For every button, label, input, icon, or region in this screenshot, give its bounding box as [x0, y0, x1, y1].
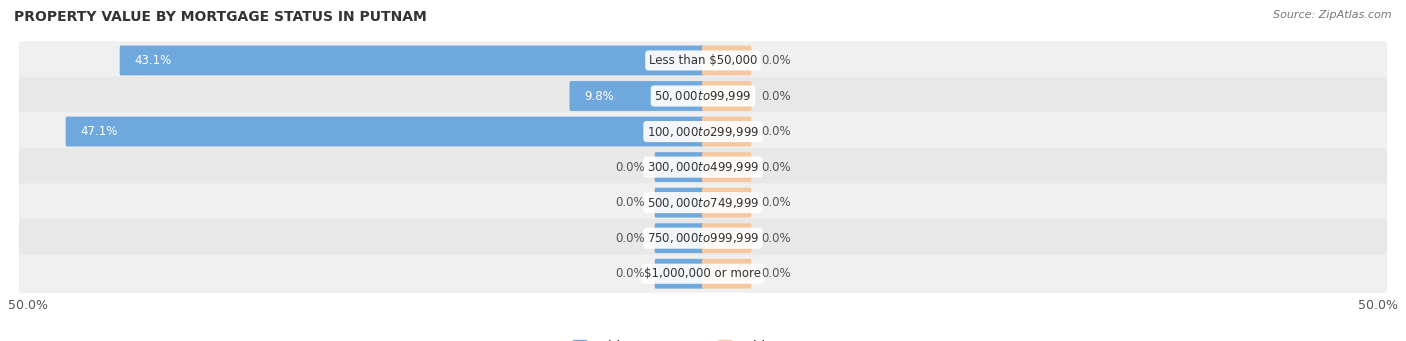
FancyBboxPatch shape — [18, 183, 1388, 222]
Text: 0.0%: 0.0% — [761, 267, 790, 280]
FancyBboxPatch shape — [66, 117, 704, 147]
Text: $100,000 to $299,999: $100,000 to $299,999 — [647, 124, 759, 138]
Text: 0.0%: 0.0% — [616, 196, 645, 209]
FancyBboxPatch shape — [655, 188, 704, 218]
FancyBboxPatch shape — [18, 254, 1388, 293]
FancyBboxPatch shape — [655, 152, 704, 182]
FancyBboxPatch shape — [702, 152, 751, 182]
Text: 43.1%: 43.1% — [135, 54, 172, 67]
Text: 0.0%: 0.0% — [616, 161, 645, 174]
FancyBboxPatch shape — [702, 46, 751, 75]
Text: $300,000 to $499,999: $300,000 to $499,999 — [647, 160, 759, 174]
Text: 0.0%: 0.0% — [761, 196, 790, 209]
FancyBboxPatch shape — [569, 81, 704, 111]
FancyBboxPatch shape — [702, 259, 751, 288]
Text: 0.0%: 0.0% — [616, 232, 645, 245]
Text: $1,000,000 or more: $1,000,000 or more — [644, 267, 762, 280]
FancyBboxPatch shape — [702, 117, 751, 147]
Text: $500,000 to $749,999: $500,000 to $749,999 — [647, 196, 759, 210]
FancyBboxPatch shape — [18, 77, 1388, 115]
Text: 0.0%: 0.0% — [761, 89, 790, 103]
FancyBboxPatch shape — [18, 41, 1388, 80]
Text: $50,000 to $99,999: $50,000 to $99,999 — [654, 89, 752, 103]
FancyBboxPatch shape — [120, 46, 704, 75]
FancyBboxPatch shape — [655, 259, 704, 288]
FancyBboxPatch shape — [702, 223, 751, 253]
Text: 0.0%: 0.0% — [761, 161, 790, 174]
FancyBboxPatch shape — [655, 223, 704, 253]
Text: Source: ZipAtlas.com: Source: ZipAtlas.com — [1274, 10, 1392, 20]
Text: 9.8%: 9.8% — [583, 89, 614, 103]
FancyBboxPatch shape — [702, 81, 751, 111]
Text: 0.0%: 0.0% — [761, 54, 790, 67]
Text: $750,000 to $999,999: $750,000 to $999,999 — [647, 231, 759, 245]
Text: 0.0%: 0.0% — [616, 267, 645, 280]
Text: 0.0%: 0.0% — [761, 232, 790, 245]
Text: Less than $50,000: Less than $50,000 — [648, 54, 758, 67]
FancyBboxPatch shape — [702, 188, 751, 218]
FancyBboxPatch shape — [18, 148, 1388, 186]
Legend: Without Mortgage, With Mortgage: Without Mortgage, With Mortgage — [568, 335, 838, 341]
Text: 0.0%: 0.0% — [761, 125, 790, 138]
FancyBboxPatch shape — [18, 219, 1388, 257]
Text: 47.1%: 47.1% — [80, 125, 118, 138]
FancyBboxPatch shape — [18, 112, 1388, 151]
Text: PROPERTY VALUE BY MORTGAGE STATUS IN PUTNAM: PROPERTY VALUE BY MORTGAGE STATUS IN PUT… — [14, 10, 427, 24]
